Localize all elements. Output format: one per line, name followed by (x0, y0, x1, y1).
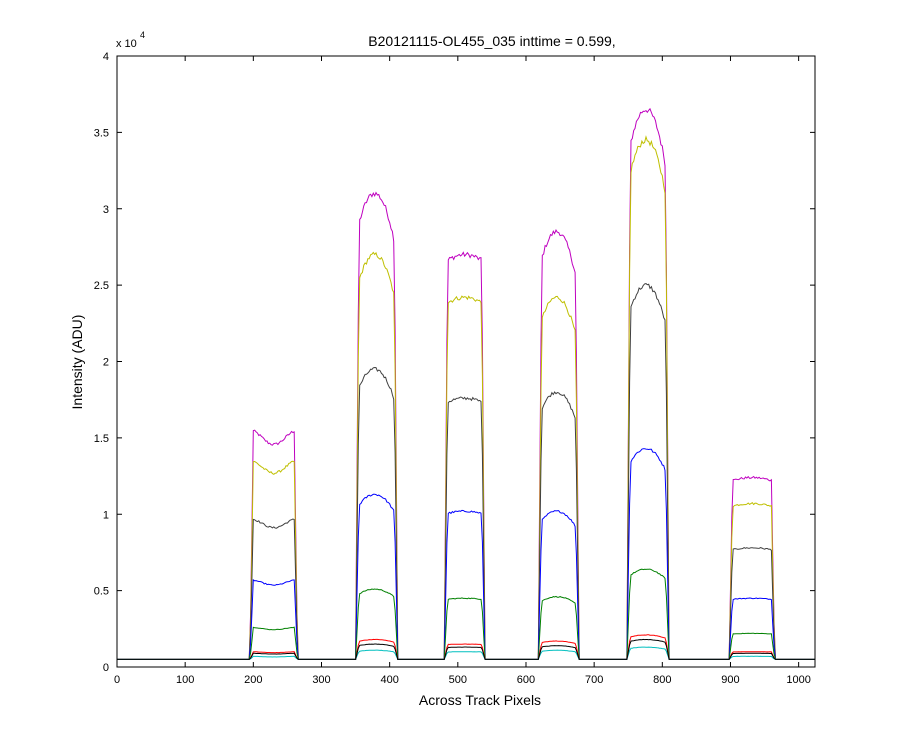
y-tick-label: 2 (103, 357, 109, 369)
series-line-1 (117, 107, 815, 660)
y-axis-title: Intensity (ADU) (69, 315, 85, 410)
x-tick-label: 1000 (786, 674, 810, 686)
series-layer (117, 107, 815, 660)
plot-frame (116, 55, 816, 668)
y-tick-label: 3.5 (94, 127, 109, 139)
series-line-7 (117, 646, 815, 660)
x-axis-title: Across Track Pixels (419, 692, 541, 708)
series-line-2 (117, 135, 815, 660)
axes-layer: 0 100 200 300 400 500 600 700 800 900 1000 0 0.5 1 1.5… (94, 51, 816, 686)
series-line-3 (117, 283, 815, 660)
y-tick-label: 0 (103, 662, 109, 674)
x-tick-label: 700 (585, 674, 603, 686)
y-exponent-superscript: 4 (140, 30, 145, 40)
y-tick-label: 1.5 (94, 433, 109, 445)
y-tick-label: 4 (103, 51, 109, 63)
x-tick-label: 900 (721, 674, 739, 686)
y-tick-label: 1 (103, 509, 109, 521)
y-exponent-label: x 10 (116, 38, 137, 50)
x-tick-label: 0 (114, 674, 120, 686)
x-tick-label: 500 (449, 674, 467, 686)
x-tick-label: 200 (244, 674, 262, 686)
x-tick-label: 600 (517, 674, 535, 686)
series-line-5 (117, 568, 815, 660)
x-tick-label: 100 (176, 674, 194, 686)
y-tick-label: 3 (103, 204, 109, 216)
y-tick-label: 0.5 (94, 586, 109, 598)
y-tick-label: 2.5 (94, 280, 109, 292)
series-line-8 (117, 638, 815, 660)
chart-title: B20121115-OL455_035 inttime = 0.599, (368, 33, 615, 49)
series-line-4 (117, 448, 815, 660)
x-tick-label: 800 (653, 674, 671, 686)
x-tick-label: 300 (312, 674, 330, 686)
x-tick-label: 400 (380, 674, 398, 686)
